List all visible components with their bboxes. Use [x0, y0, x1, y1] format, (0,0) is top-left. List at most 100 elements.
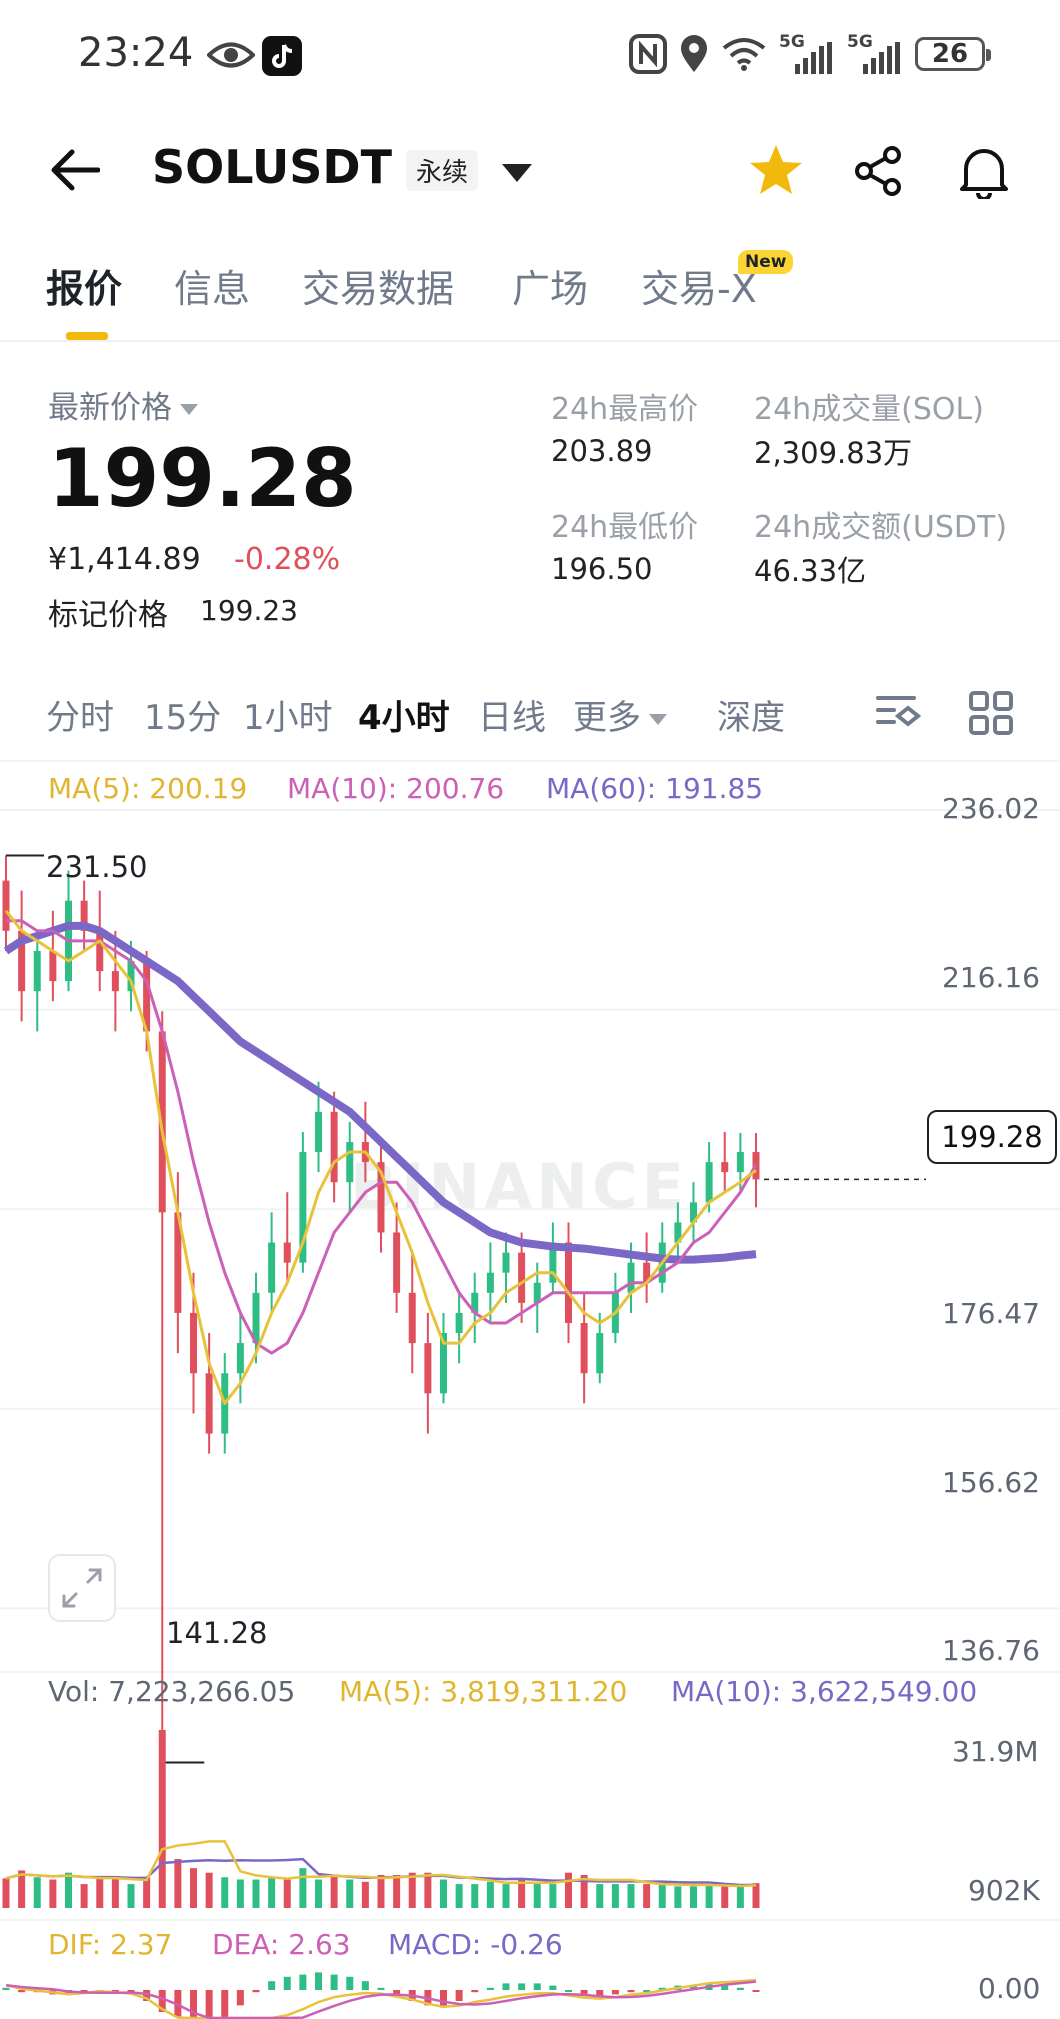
expand-chart-button[interactable]: [48, 1554, 116, 1622]
tab-depth[interactable]: 深度: [717, 698, 785, 738]
status-bar: 23:24 5G 5G 26: [0, 0, 1060, 115]
candle-body: [721, 1162, 729, 1173]
macd-bar: [315, 1972, 322, 1990]
eye-icon: [207, 42, 255, 68]
interval-1h[interactable]: 1小时: [243, 698, 333, 738]
macd-bar: [533, 1983, 541, 1990]
candle-body: [518, 1252, 526, 1303]
location-icon: [681, 35, 707, 72]
volume-bar: [111, 1877, 119, 1908]
volume-bar: [580, 1874, 588, 1908]
volume-bar: [674, 1886, 682, 1908]
volume-bar: [518, 1879, 526, 1908]
tab-quote[interactable]: 报价: [46, 267, 123, 311]
dif-legend: DIF: 2.37: [48, 1928, 173, 1961]
price-tick-4: 156.62: [942, 1466, 1040, 1499]
interval-more-label: 更多: [573, 698, 641, 738]
candle-body: [549, 1242, 557, 1283]
candle-body: [486, 1272, 494, 1293]
high-24h-value: 203.89: [551, 434, 653, 468]
macd-bar: [627, 1990, 635, 1993]
tab-square[interactable]: 广场: [512, 267, 589, 311]
candle-body: [111, 971, 119, 992]
macd-bar: [580, 1990, 588, 1995]
volume-bar: [2, 1878, 10, 1908]
wifi-icon: [722, 38, 766, 71]
interval-selector: 分时 15分 1小时 4小时 日线 更多 深度: [0, 690, 1060, 750]
volume-bar: [502, 1884, 510, 1908]
last-price-label-text: 最新价格: [48, 390, 172, 426]
interval-15m[interactable]: 15分: [144, 698, 222, 738]
candle-body: [315, 1111, 322, 1153]
volume-bar: [80, 1884, 88, 1908]
last-price-label[interactable]: 最新价格: [48, 382, 198, 427]
candle-body: [690, 1202, 697, 1223]
candle-body: [18, 930, 26, 992]
candle-body: [346, 1141, 354, 1183]
share-icon[interactable]: [852, 145, 904, 197]
volume-bar: [190, 1868, 197, 1908]
macd-bar: [736, 1987, 744, 1990]
alert-bell-icon[interactable]: [958, 143, 1010, 199]
current-price-tag: 199.28: [927, 1110, 1057, 1164]
interval-4h[interactable]: 4小时: [358, 698, 450, 738]
volume-bar: [330, 1874, 338, 1908]
interval-more[interactable]: 更多: [573, 690, 667, 739]
candle-body: [580, 1322, 588, 1374]
turnover-24h-value: 46.33亿: [754, 554, 867, 588]
macd-bar: [80, 1990, 88, 1993]
candle-body: [455, 1312, 463, 1334]
volume-bar: [596, 1884, 604, 1908]
tab-info[interactable]: 信息: [174, 267, 251, 311]
candle-body: [205, 1373, 213, 1434]
price-tick-0: 236.02: [942, 792, 1040, 825]
tab-trade-x[interactable]: 交易-X: [641, 267, 757, 311]
macd-bar: [518, 1983, 526, 1990]
symbol-title[interactable]: SOLUSDT: [152, 140, 392, 194]
high-24h-label: 24h最高价: [551, 392, 699, 427]
macd-bar: [236, 1990, 244, 2006]
volume-bar: [33, 1877, 41, 1908]
symbol-dropdown-icon[interactable]: [502, 164, 532, 182]
low-24h-label: 24h最低价: [551, 510, 699, 545]
candle-body: [80, 900, 88, 931]
candle-body: [127, 961, 135, 992]
interval-time[interactable]: 分时: [46, 698, 114, 738]
macd-bar: [346, 1976, 354, 1990]
volume-bar: [424, 1872, 432, 1908]
volume-bar: [49, 1879, 57, 1908]
dea-legend: DEA: 2.63: [212, 1928, 351, 1961]
signal-2-icon: 5G: [847, 32, 903, 74]
last-price: 199.28: [48, 432, 357, 525]
volume-bar: [252, 1879, 260, 1908]
nfc-icon: [629, 34, 667, 74]
macd-bar: [549, 1985, 557, 1990]
macd-bar: [174, 1990, 182, 2017]
back-arrow-icon[interactable]: [48, 148, 100, 192]
macd-bar: [205, 1990, 213, 2019]
macd-bar: [143, 1990, 151, 2001]
favorite-star-icon[interactable]: [748, 143, 804, 197]
tab-trading-data[interactable]: 交易数据: [302, 267, 455, 311]
chart-settings-icon[interactable]: [874, 690, 922, 736]
macd-bar: [502, 1983, 510, 1990]
layout-grid-icon[interactable]: [968, 690, 1014, 736]
status-time: 23:24: [78, 30, 194, 76]
price-tick-3: 176.47: [942, 1297, 1040, 1330]
volume-bar: [299, 1868, 307, 1908]
dea-line: [5, 1980, 757, 2019]
ma10-legend: MA(10): 200.76: [287, 772, 505, 805]
candle-body: [627, 1262, 635, 1293]
macd-legend: MACD: -0.26: [388, 1928, 563, 1961]
volume-bar: [268, 1877, 276, 1908]
volume-bar: [205, 1872, 213, 1908]
mark-price-label: 标记价格: [48, 598, 168, 633]
volume-bar: [361, 1881, 369, 1908]
candle-body: [705, 1162, 713, 1203]
macd-bar: [252, 1990, 260, 1993]
volume-bar: [721, 1886, 729, 1908]
candle-body: [440, 1333, 447, 1394]
interval-1d[interactable]: 日线: [478, 698, 546, 738]
low-marker-label: 141.28: [166, 1616, 268, 1650]
candlestick-chart[interactable]: [0, 800, 1060, 2019]
